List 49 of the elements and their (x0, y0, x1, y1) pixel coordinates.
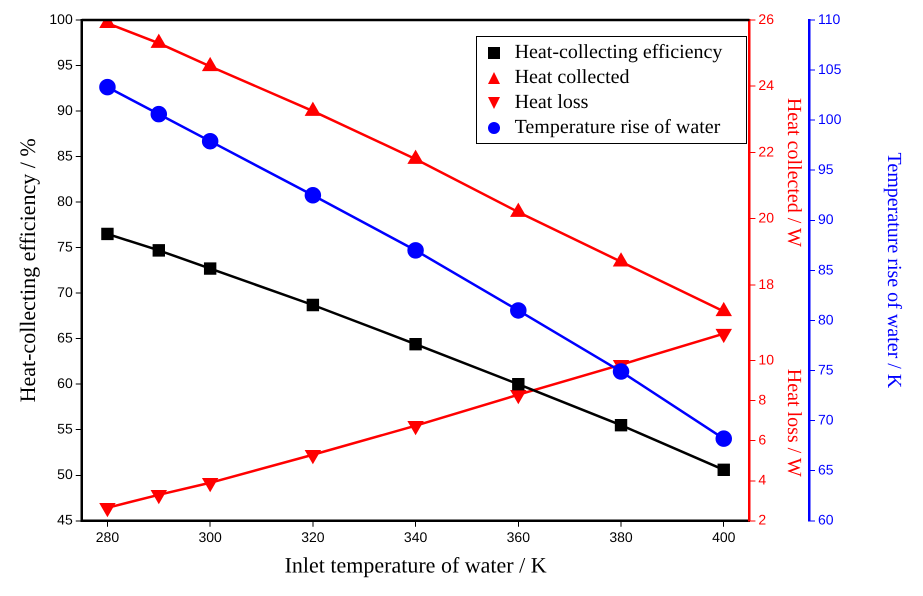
x-tick-label: 340 (404, 529, 428, 546)
y-tick-label: 110 (818, 10, 841, 27)
legend-label: Heat collected (514, 65, 630, 90)
y-tick-label: 85 (818, 261, 834, 278)
y-tick-label: 65 (818, 462, 834, 478)
x-tick-label: 320 (301, 529, 325, 546)
y-tick-label: 80 (818, 311, 834, 328)
y-tick-label: 70 (818, 412, 834, 428)
y-tick-label: 100 (49, 10, 73, 27)
y2-tick-label: 24 (758, 77, 774, 94)
x-axis-title: Inlet temperature of water / K (284, 552, 547, 578)
y3-axis-title: Heat loss / W (782, 368, 805, 477)
y-tick-label: 70 (57, 284, 73, 300)
y2-tick-label: 26 (758, 10, 774, 27)
x-tick-label: 280 (96, 529, 120, 546)
y3-tick-label: 8 (758, 392, 766, 408)
legend-label: Heat-collecting efficiency (514, 40, 722, 65)
y-axis-title: Temperature rise of water / K (882, 152, 905, 389)
x-tick-label: 300 (198, 529, 222, 546)
y-tick-label: 90 (818, 211, 834, 228)
y3-tick-label: 4 (758, 472, 766, 488)
y-tick-label: 75 (57, 238, 73, 254)
y2-tick-label: 18 (758, 276, 774, 292)
y2-tick-label: 20 (758, 210, 774, 226)
x-tick-label: 400 (712, 529, 736, 546)
y-tick-label: 65 (57, 330, 73, 346)
y-tick-label: 60 (818, 512, 834, 528)
y-tick-label: 55 (57, 420, 73, 437)
y-tick-label: 100 (818, 111, 842, 128)
x-tick-label: 380 (609, 529, 633, 546)
y-tick-label: 95 (57, 56, 73, 72)
y-tick-label: 105 (818, 60, 842, 77)
legend-label: Heat loss (514, 90, 588, 115)
y3-tick-label: 6 (758, 432, 766, 448)
y-tick-label: 50 (57, 466, 73, 482)
y-tick-label: 80 (57, 192, 73, 209)
y-tick-label: 45 (57, 512, 73, 528)
y3-tick-label: 10 (758, 352, 774, 368)
y2-tick-label: 22 (758, 143, 774, 160)
y-tick-label: 75 (818, 361, 834, 378)
y-tick-label: 85 (57, 147, 73, 164)
y3-tick-label: 2 (758, 512, 766, 528)
y-tick-label: 95 (818, 161, 834, 178)
y2-axis-title: Heat collected / W (782, 98, 805, 247)
y-tick-label: 90 (57, 102, 73, 118)
y-tick-label: 60 (57, 375, 73, 392)
x-tick-label: 360 (506, 529, 530, 546)
legend-label: Temperature rise of water (514, 115, 720, 140)
y-axis-title: Heat-collecting efficiency / % (14, 138, 40, 402)
